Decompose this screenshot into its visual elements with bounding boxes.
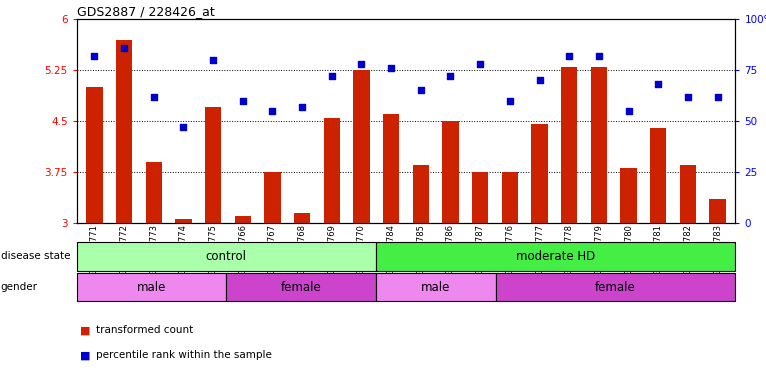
Point <box>88 53 100 59</box>
Bar <box>532 124 548 223</box>
Text: GDS2887 / 228426_at: GDS2887 / 228426_at <box>77 5 214 18</box>
Text: male: male <box>137 281 166 293</box>
Bar <box>413 165 429 223</box>
Point <box>118 45 130 51</box>
Text: ■: ■ <box>80 350 91 360</box>
Bar <box>383 114 399 223</box>
Text: disease state: disease state <box>1 251 70 261</box>
Bar <box>591 67 607 223</box>
Point <box>296 104 308 110</box>
Bar <box>234 216 251 223</box>
Bar <box>376 273 496 301</box>
Text: moderate HD: moderate HD <box>516 250 595 263</box>
Point <box>207 57 219 63</box>
Point <box>623 108 635 114</box>
Text: control: control <box>206 250 247 263</box>
Bar <box>175 219 192 223</box>
Bar <box>376 242 735 271</box>
Point <box>682 93 694 99</box>
Text: male: male <box>421 281 450 293</box>
Point <box>444 73 457 79</box>
Text: gender: gender <box>1 282 38 292</box>
Point <box>414 88 427 94</box>
Text: ■: ■ <box>80 325 91 335</box>
Bar <box>620 169 637 223</box>
Bar <box>264 172 280 223</box>
Bar <box>323 118 340 223</box>
Bar <box>709 199 725 223</box>
Bar <box>650 128 666 223</box>
Point <box>593 53 605 59</box>
Text: female: female <box>595 281 636 293</box>
Point <box>504 98 516 104</box>
Point <box>385 65 398 71</box>
Bar <box>205 108 221 223</box>
Bar <box>472 172 488 223</box>
Bar <box>561 67 578 223</box>
Bar <box>226 273 376 301</box>
Point <box>355 61 368 67</box>
Bar <box>353 70 370 223</box>
Point <box>326 73 338 79</box>
Bar <box>146 162 162 223</box>
Point <box>563 53 575 59</box>
Bar <box>116 40 133 223</box>
Bar <box>496 273 735 301</box>
Bar <box>87 87 103 223</box>
Bar <box>77 273 226 301</box>
Bar <box>77 242 376 271</box>
Point <box>474 61 486 67</box>
Point <box>177 124 189 130</box>
Point <box>712 93 724 99</box>
Bar <box>294 213 310 223</box>
Point <box>267 108 279 114</box>
Text: female: female <box>281 281 322 293</box>
Bar <box>502 172 518 223</box>
Point <box>148 93 160 99</box>
Point <box>533 77 545 83</box>
Bar <box>442 121 459 223</box>
Point <box>652 81 664 88</box>
Text: percentile rank within the sample: percentile rank within the sample <box>96 350 272 360</box>
Point <box>237 98 249 104</box>
Text: transformed count: transformed count <box>96 325 193 335</box>
Bar <box>679 165 696 223</box>
